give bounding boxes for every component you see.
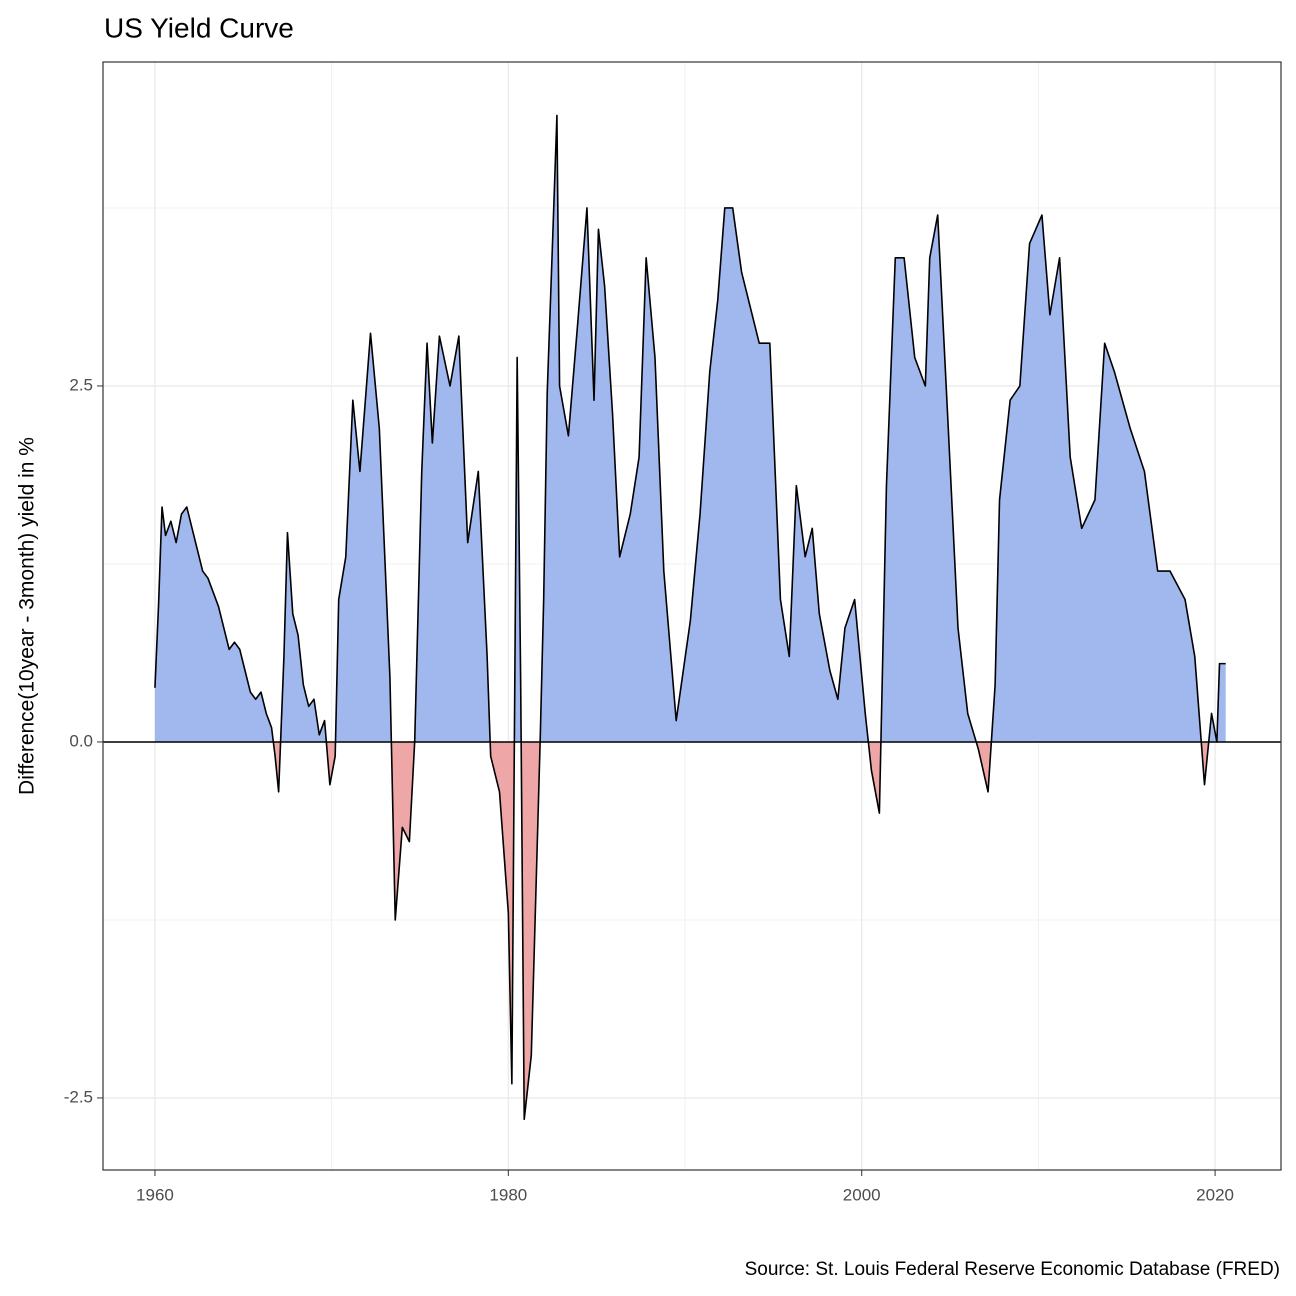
negative-area (273, 741, 1209, 1120)
positive-area (154, 115, 1226, 742)
panel-border (102, 61, 1282, 1171)
y-tick-label: 0.0 (69, 731, 93, 750)
x-tick-label: 2000 (843, 1185, 881, 1204)
y-tick-label: 2.5 (69, 375, 93, 394)
y-tick-label: -2.5 (64, 1087, 93, 1106)
x-tick-label: 1960 (136, 1185, 174, 1204)
x-tick-label: 2020 (1196, 1185, 1234, 1204)
y-axis-label: Difference(10year - 3month) yield in % (16, 437, 39, 795)
caption: Source: St. Louis Federal Reserve Econom… (745, 1259, 1280, 1280)
chart-title: US Yield Curve (104, 12, 294, 43)
x-tick-label: 1980 (489, 1185, 527, 1204)
line (154, 114, 1226, 1121)
